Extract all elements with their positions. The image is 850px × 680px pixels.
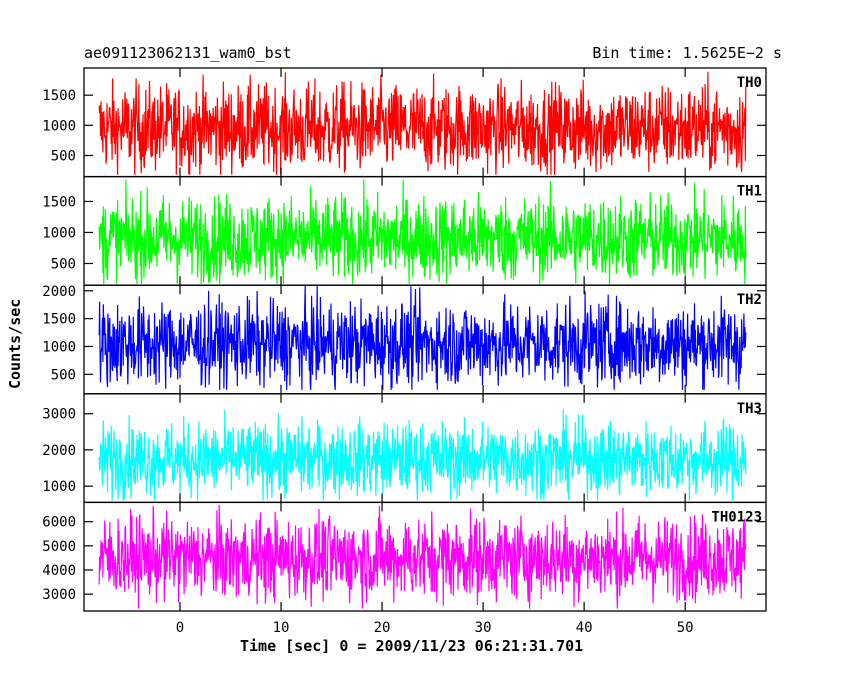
x-tick-label: 10 xyxy=(273,620,290,636)
x-tick-label: 40 xyxy=(576,620,593,636)
y-tick-label: 4000 xyxy=(42,563,76,579)
series-trace-th1 xyxy=(98,179,747,285)
x-tick-label: 20 xyxy=(374,620,391,636)
y-tick-label: 1000 xyxy=(42,479,76,495)
y-tick-label: 1000 xyxy=(42,225,76,241)
y-tick-label: 500 xyxy=(51,367,76,383)
series-label-th2: TH2 xyxy=(737,292,762,308)
y-tick-label: 6000 xyxy=(42,515,76,531)
y-tick-label: 3000 xyxy=(42,407,76,423)
x-tick-label: 0 xyxy=(176,620,184,636)
series-trace-th0123 xyxy=(98,504,747,609)
y-tick-label: 500 xyxy=(51,256,76,272)
y-tick-label: 500 xyxy=(51,148,76,164)
y-tick-label: 2000 xyxy=(42,284,76,300)
series-label-th0: TH0 xyxy=(737,75,762,91)
y-tick-label: 3000 xyxy=(42,587,76,603)
y-axis-label: Counts/sec xyxy=(6,298,24,389)
y-tick-label: 1500 xyxy=(42,194,76,210)
series-trace-th2 xyxy=(98,285,747,390)
chart-title: ae091123062131_wam0_bst xyxy=(84,44,292,62)
series-label-th0123: TH0123 xyxy=(711,509,762,525)
x-tick-label: 30 xyxy=(475,620,492,636)
y-tick-label: 2000 xyxy=(42,443,76,459)
x-tick-label: 50 xyxy=(677,620,694,636)
y-tick-label: 1000 xyxy=(42,339,76,355)
y-tick-label: 1500 xyxy=(42,88,76,104)
series-label-th3: TH3 xyxy=(737,401,762,417)
y-tick-label: 1500 xyxy=(42,312,76,328)
series-trace-th3 xyxy=(98,409,747,501)
bin-time-label: Bin time: 1.5625E−2 s xyxy=(592,44,782,62)
y-tick-label: 5000 xyxy=(42,539,76,555)
x-axis-label: Time [sec] 0 = 2009/11/23 06:21:31.701 xyxy=(240,637,584,655)
y-tick-label: 1000 xyxy=(42,118,76,134)
series-trace-th0 xyxy=(98,71,747,175)
panel-frame xyxy=(83,501,767,612)
series-label-th1: TH1 xyxy=(737,184,762,200)
